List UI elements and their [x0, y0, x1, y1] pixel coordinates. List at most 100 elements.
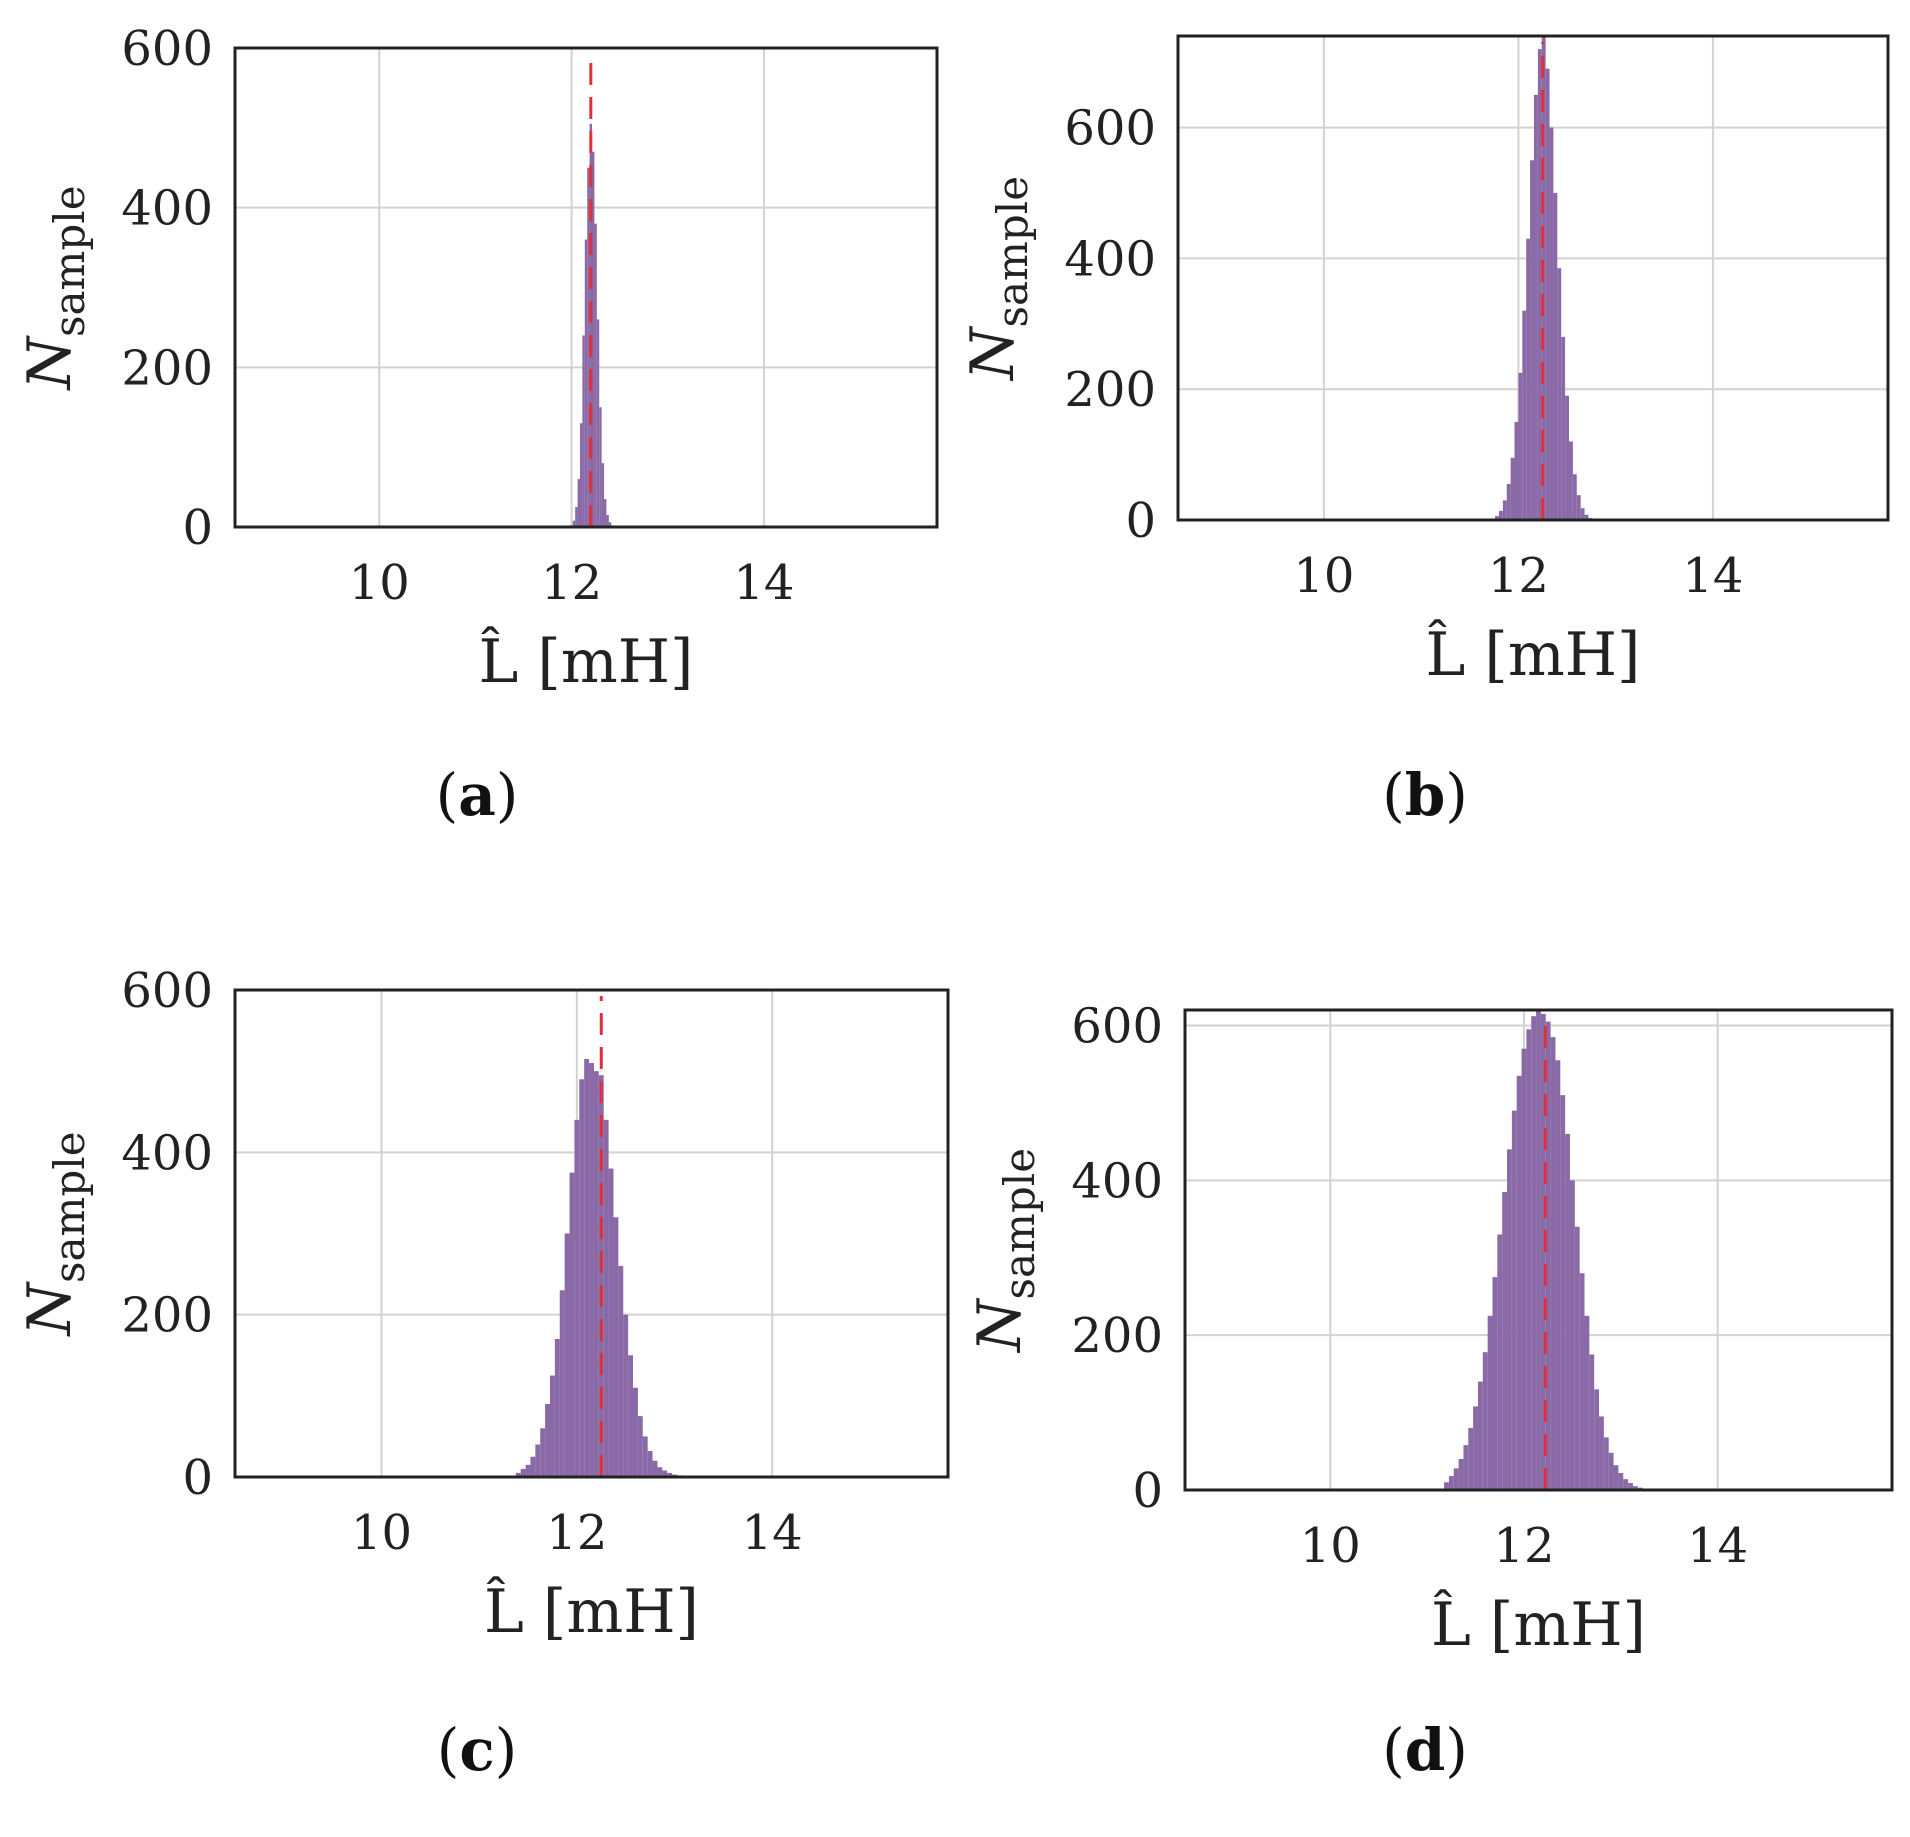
histogram-bar	[579, 423, 583, 527]
histogram-bar	[1545, 68, 1550, 520]
histogram-bar	[1507, 1149, 1512, 1490]
x-axis-label: L̂ [mH]	[484, 1576, 699, 1647]
histogram-bar	[1569, 1180, 1575, 1490]
histogram-bar	[530, 1456, 536, 1477]
histogram-bar	[662, 1470, 668, 1477]
histogram-bar	[1502, 1191, 1508, 1490]
histogram-bar	[608, 1168, 614, 1477]
histogram-bar	[596, 319, 600, 527]
histogram-bar	[1623, 1479, 1629, 1490]
y-tick-label: 200	[1064, 362, 1156, 418]
histogram-bar	[1568, 441, 1573, 520]
y-tick-label: 200	[121, 1288, 213, 1344]
y-axis-label: Nsample	[15, 1131, 94, 1337]
histogram-bar	[1506, 484, 1511, 520]
histogram-bar	[1549, 127, 1554, 520]
histogram-bar	[559, 1290, 565, 1477]
histogram-bar	[587, 167, 590, 527]
histogram-bar	[628, 1355, 634, 1477]
histogram-bar	[1498, 510, 1503, 520]
histogram-bar	[1545, 1021, 1551, 1490]
histogram-bar	[584, 1058, 590, 1477]
histogram-bar	[1580, 508, 1585, 520]
histogram-bar	[1557, 268, 1562, 520]
histogram-bar	[1511, 1110, 1517, 1490]
x-tick-label: 10	[351, 1505, 412, 1561]
x-tick-label: 10	[1293, 548, 1354, 604]
axes-frame	[1176, 34, 1890, 522]
histogram-bar	[1492, 1277, 1498, 1490]
histogram-bar	[647, 1451, 653, 1477]
histogram-bars	[515, 1058, 687, 1477]
histogram-bar	[579, 1079, 585, 1477]
histogram-bar	[589, 1063, 594, 1477]
y-tick-label: 600	[1071, 998, 1163, 1054]
histogram-bar	[515, 1472, 521, 1477]
histogram-bar	[593, 1071, 599, 1477]
axes-frame	[233, 988, 950, 1479]
caption-paren-close: )	[496, 761, 519, 829]
histogram-bar	[582, 335, 585, 527]
histogram-bar	[525, 1464, 531, 1477]
histogram-bar	[594, 223, 597, 527]
histogram-bar	[1526, 1029, 1532, 1490]
histogram-bar	[554, 1339, 560, 1477]
x-axis-label: L̂ [mH]	[479, 626, 694, 697]
histogram-bar	[603, 1119, 609, 1477]
histogram-bar	[1594, 1389, 1600, 1490]
histogram-bar	[545, 1403, 550, 1477]
axes-frame	[1183, 1008, 1894, 1492]
y-axis-label-subscript: sample	[45, 1131, 94, 1283]
y-tick-label: 0	[182, 500, 213, 556]
histogram-bar	[540, 1428, 546, 1477]
histogram-bar	[1561, 336, 1566, 520]
histogram-bar	[606, 515, 609, 527]
chart-panel-b: 10 12 14 0 200 400 600 L̂ [mH] Nsample (b)	[958, 34, 1890, 829]
y-tick-label: 200	[1071, 1308, 1163, 1364]
histogram-bar	[1613, 1465, 1619, 1490]
histogram-bar	[1510, 457, 1515, 520]
panel-caption: (c)	[437, 1716, 518, 1784]
histogram-bar	[1584, 1315, 1590, 1490]
histogram-bar	[1608, 1452, 1614, 1490]
histogram-bar	[577, 479, 580, 527]
histogram-bar	[575, 507, 578, 527]
histogram-bar	[1565, 395, 1569, 520]
axes-frame	[233, 46, 939, 529]
y-tick-label: 400	[1064, 231, 1156, 287]
y-tick-label: 600	[121, 21, 213, 77]
x-tick-label: 14	[1682, 548, 1743, 604]
y-axis-label: Nsample	[958, 176, 1037, 382]
histogram-bar	[667, 1472, 673, 1477]
y-axis-label-main: N	[15, 1281, 85, 1338]
histogram-bar	[601, 463, 605, 527]
histogram-bar	[1628, 1483, 1633, 1490]
x-tick-label: 12	[546, 1505, 607, 1561]
histogram-bar	[589, 123, 593, 527]
histogram-bar	[1453, 1468, 1459, 1490]
histogram-bar	[1463, 1445, 1469, 1490]
histogram-bars	[1444, 1010, 1643, 1490]
histogram-bar	[564, 1233, 570, 1477]
y-tick-label: 0	[182, 1450, 213, 1506]
histogram-bar	[1444, 1482, 1449, 1490]
histogram-bar	[569, 1172, 575, 1477]
histogram-bar	[1599, 1416, 1604, 1490]
histogram-bar	[1448, 1476, 1454, 1490]
histogram-bar	[1502, 500, 1507, 520]
histogram-bar	[1536, 1010, 1541, 1490]
histogram-bar	[1482, 1352, 1488, 1490]
histogram-bar	[1473, 1406, 1478, 1490]
histogram-bar	[1530, 160, 1534, 520]
histogram-bar	[1477, 1381, 1483, 1490]
y-tick-label: 0	[1125, 493, 1156, 549]
x-tick-label: 12	[1488, 548, 1549, 604]
y-tick-label: 400	[121, 181, 213, 237]
histogram-bar	[1533, 94, 1538, 520]
histogram-bar	[1632, 1486, 1638, 1490]
histogram-bar	[1572, 474, 1577, 520]
y-tick-label: 0	[1132, 1463, 1163, 1519]
caption-letter: c	[459, 1716, 494, 1784]
histogram-bar	[657, 1467, 663, 1477]
